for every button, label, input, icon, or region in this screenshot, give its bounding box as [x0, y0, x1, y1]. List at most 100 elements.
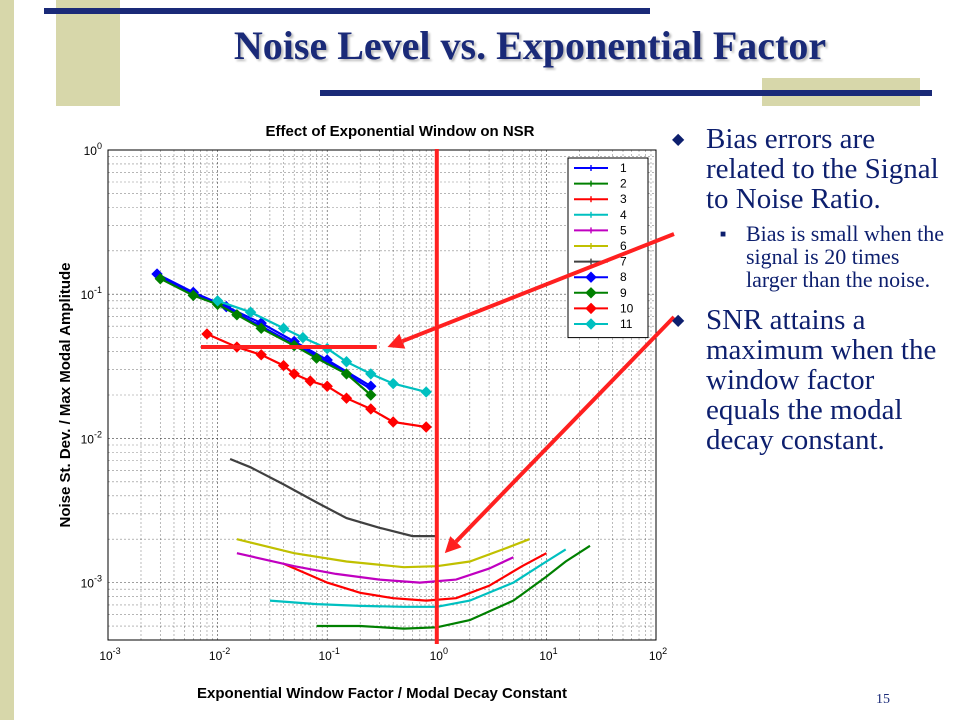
legend-marker — [588, 243, 594, 249]
y-tick-label: 10-3 — [81, 574, 102, 591]
legend-label: 5 — [620, 223, 627, 237]
data-point — [201, 328, 213, 340]
annotation-arrow — [387, 232, 675, 349]
data-point — [365, 368, 377, 380]
decor-top-rule — [44, 8, 650, 14]
legend-label: 3 — [620, 192, 627, 206]
x-tick-label: 10-3 — [99, 646, 120, 663]
data-point — [304, 375, 316, 387]
data-point — [211, 295, 224, 307]
x-axis-label: Exponential Window Factor / Modal Decay … — [197, 685, 567, 702]
y-axis-label: Noise St. Dev. / Max Modal Amplitude — [57, 262, 74, 527]
data-point — [277, 322, 290, 335]
series-11 — [211, 295, 432, 398]
legend-label: 10 — [620, 301, 634, 315]
series-line — [236, 552, 514, 584]
data-point — [340, 368, 353, 380]
x-tick-label: 10-2 — [209, 646, 230, 663]
annotations — [200, 149, 676, 644]
arrow-shaft — [454, 315, 676, 544]
legend-marker — [588, 196, 594, 203]
diamond-bullet-icon: ◆ — [672, 131, 685, 148]
data-point — [277, 359, 290, 372]
data-point — [255, 322, 267, 335]
y-tick-label: 100 — [84, 141, 102, 158]
legend-label: 9 — [620, 286, 627, 300]
legend-marker — [588, 211, 594, 218]
data-point — [420, 421, 432, 433]
y-tick-label: 10-2 — [81, 429, 102, 446]
data-point — [387, 416, 399, 428]
series-line — [229, 457, 437, 538]
series-6 — [236, 538, 530, 569]
data-point — [255, 349, 267, 361]
bullet-2-text: Bias is small when the signal is 20 time… — [746, 221, 944, 292]
legend-marker — [588, 258, 594, 265]
series-line — [316, 544, 591, 630]
data-point — [154, 273, 166, 285]
data-point — [321, 380, 333, 392]
annotation-arrow — [444, 315, 676, 554]
series-9 — [154, 273, 377, 401]
series-2 — [316, 544, 591, 630]
y-tick-label: 10-1 — [81, 285, 102, 302]
chart: Effect of Exponential Window on NSR 10-3… — [57, 123, 676, 702]
data-point — [288, 368, 300, 380]
data-point — [297, 331, 309, 344]
legend-item: 10 — [574, 301, 634, 315]
legend-marker — [585, 287, 597, 299]
series-line — [236, 538, 530, 569]
diamond-bullet-icon: ◆ — [672, 312, 685, 329]
chart-title: Effect of Exponential Window on NSR — [265, 123, 534, 140]
legend-marker — [585, 318, 597, 330]
arrow-shaft — [401, 232, 675, 344]
legend-label: 7 — [620, 255, 627, 269]
x-tick-label: 102 — [649, 646, 667, 663]
series-line — [283, 552, 547, 602]
bullet-2: ■ Bias is small when the signal is 20 tim… — [668, 222, 952, 291]
square-bullet-icon: ■ — [720, 229, 727, 240]
legend-marker — [588, 227, 594, 234]
legend-marker — [588, 165, 594, 171]
series-7 — [229, 457, 437, 538]
bullet-list: ◆ Bias errors are related to the Signal t… — [668, 124, 952, 463]
legend-item: 5 — [574, 223, 627, 237]
data-point — [310, 352, 323, 364]
legend-item: 6 — [574, 239, 627, 253]
data-point — [365, 403, 377, 415]
legend-item: 3 — [574, 192, 627, 206]
data-point — [244, 306, 257, 318]
bullet-3-text: SNR attains a maximum when the window fa… — [706, 304, 937, 456]
legend-label: 1 — [620, 161, 627, 175]
series-3 — [283, 552, 547, 602]
decor-top-block — [56, 0, 120, 106]
decor-bottom-rule — [320, 90, 932, 96]
data-point — [340, 392, 353, 404]
legend-marker — [585, 302, 597, 315]
legend-label: 2 — [620, 177, 627, 191]
slide-title: Noise Level vs. Exponential Factor — [233, 23, 827, 68]
data-point — [340, 356, 353, 368]
bullet-1: ◆ Bias errors are related to the Signal t… — [668, 124, 952, 214]
legend-label: 4 — [620, 208, 627, 222]
legend-item: 2 — [574, 177, 627, 191]
page-number: 15 — [876, 692, 890, 707]
arrow-head — [444, 536, 462, 554]
series-5 — [236, 552, 514, 584]
legend-item: 4 — [574, 208, 627, 222]
legend-item: 1 — [574, 161, 627, 175]
bullet-1-text: Bias errors are related to the Signal to… — [706, 123, 939, 215]
legend-label: 8 — [620, 270, 627, 284]
arrow-head — [387, 333, 406, 349]
data-point — [420, 386, 432, 398]
legend-item: 9 — [574, 286, 627, 300]
x-tick-label: 100 — [430, 646, 448, 663]
data-point — [365, 389, 377, 401]
data-point — [187, 289, 199, 302]
x-tick-label: 101 — [539, 646, 557, 663]
data-point — [387, 377, 399, 390]
legend-item: 8 — [574, 270, 627, 284]
legend-label: 6 — [620, 239, 627, 253]
legend-marker — [585, 271, 597, 283]
